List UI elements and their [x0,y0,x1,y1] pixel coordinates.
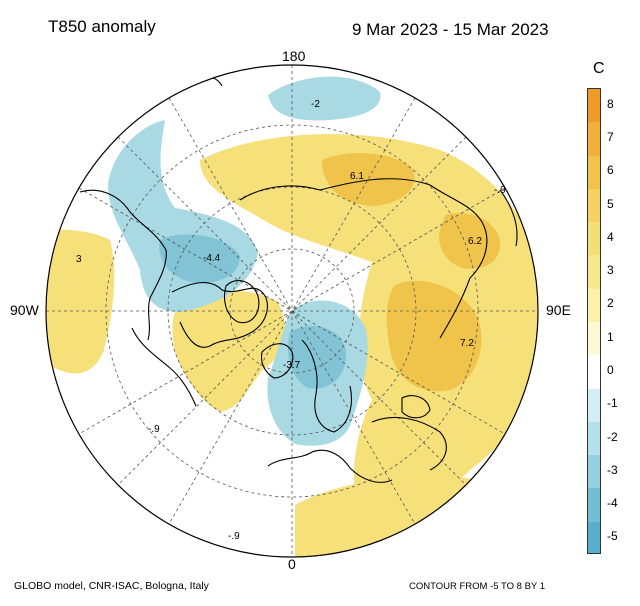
coastline [267,449,393,483]
coastline [239,178,488,339]
contour-note: CONTOUR FROM -5 TO 8 BY 1 [409,581,546,592]
colorbar-segment [588,521,600,553]
colorbar-segment [588,388,600,422]
anomaly-value-label: -4.4 [203,253,221,264]
map-title: T850 anomaly [48,17,156,36]
colorbar-segment [588,455,600,489]
longitude-label-90w: 90W [10,302,39,318]
map-border [45,64,539,558]
anomaly-value-label: 6.1 [350,171,364,182]
cold-core-region [288,326,347,389]
cold-core-region [159,234,240,283]
anomaly-value-label: -.9 [148,424,160,435]
coastline [131,327,197,407]
coastline [223,280,260,324]
colorbar-segment [588,155,600,189]
colorbar-segment [588,355,600,389]
colorbar-segment [588,488,600,522]
model-credit: GLOBO model, CNR-ISAC, Bologna, Italy [14,580,209,592]
colorbar-segment [588,188,600,223]
colorbar-tick-label: 6 [607,163,614,178]
anomaly-value-label: -.9 [228,531,240,542]
warm-anomaly-region [46,229,115,374]
colorbar [587,88,601,554]
colorbar-segment [588,222,600,256]
longitude-label-180: 180 [282,48,306,64]
anomaly-value-label: 3 [76,254,82,265]
cold-anomaly-region [268,76,381,121]
anomaly-value-label: 6.2 [468,236,482,247]
coastline [301,339,352,433]
colorbar-tick-label: 5 [607,196,614,211]
warm-core-region [386,280,482,392]
warm-anomaly-region [172,290,286,412]
coastline [171,282,268,348]
date-range: 9 Mar 2023 - 15 Mar 2023 [352,20,549,39]
colorbar-segment [588,288,600,322]
longitude-label-90e: 90E [546,302,571,318]
longitude-label-0: 0 [288,556,296,572]
coastline [499,189,518,247]
colorbar-tick-label: -4 [607,496,618,511]
coastline [260,343,294,379]
coastline [401,395,431,419]
colorbar-tick-label: 1 [607,329,614,344]
colorbar-tick-label: 0 [607,362,614,377]
colorbar-segment [588,122,600,156]
anomaly-value-label: -3.7 [283,360,301,371]
colorbar-segment [588,89,600,123]
coastline [371,416,447,471]
colorbar-tick-label: 2 [607,296,614,311]
colorbar-segment [588,321,600,356]
colorbar-segment [588,421,600,456]
colorbar-tick-label: -1 [607,396,618,411]
colorbar-tick-label: 7 [607,129,614,144]
anomaly-value-label: 7.2 [460,338,474,349]
colorbar-segment [588,255,600,289]
colorbar-tick-label: 4 [607,229,614,244]
colorbar-tick-label: 8 [607,96,614,111]
anomaly-value-label: -.9 [494,185,506,196]
warm-core-region [322,153,415,206]
colorbar-tick-label: -2 [607,429,618,444]
colorbar-tick-label: -3 [607,462,618,477]
colorbar-unit: C [593,60,605,77]
anomaly-value-label: -2 [311,99,320,110]
coastline [79,189,167,341]
colorbar-tick-label: -5 [607,529,618,544]
colorbar-tick-label: 3 [607,263,614,278]
